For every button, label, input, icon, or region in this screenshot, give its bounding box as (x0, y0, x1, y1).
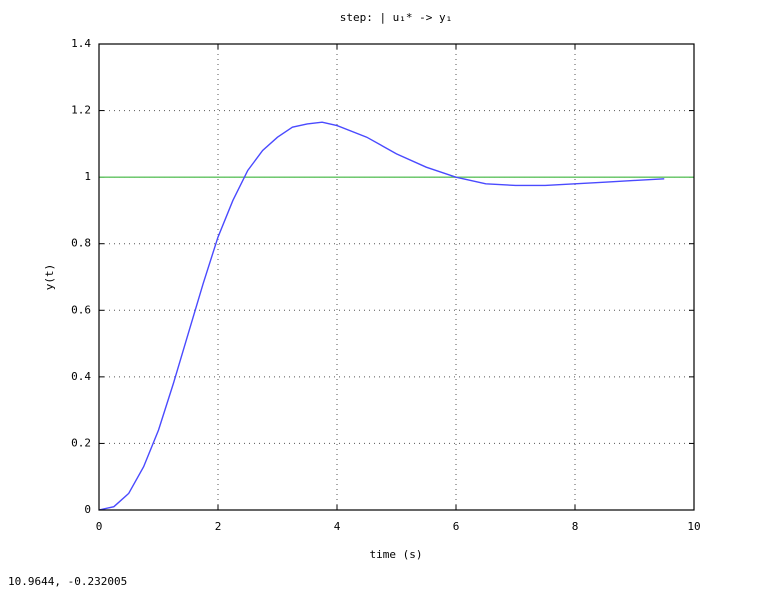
y-tick-label: 0.8 (71, 237, 91, 250)
y-tick-label: 1.2 (71, 104, 91, 117)
chart-title: step: | u₁* -> y₁ (340, 11, 453, 24)
x-tick-label: 4 (334, 520, 341, 533)
y-tick-label: 0.2 (71, 436, 91, 449)
status-text: 10.9644, -0.232005 (8, 575, 127, 588)
plot-frame (98, 43, 695, 511)
y-tick-label: 0 (84, 503, 91, 516)
y-tick-label: 1.4 (71, 37, 91, 50)
y-tick-label: 0.6 (71, 303, 91, 316)
x-axis-label: time (s) (370, 548, 423, 561)
x-tick-label: 0 (96, 520, 103, 533)
x-tick-label: 2 (215, 520, 222, 533)
x-tick-label: 10 (687, 520, 700, 533)
x-tick-label: 6 (453, 520, 460, 533)
y-tick-label: 1 (84, 170, 91, 183)
y-axis-label: y(t) (43, 264, 56, 291)
y-tick-label: 0.4 (71, 370, 91, 383)
line-series (98, 121, 665, 511)
x-tick-label: 8 (572, 520, 579, 533)
